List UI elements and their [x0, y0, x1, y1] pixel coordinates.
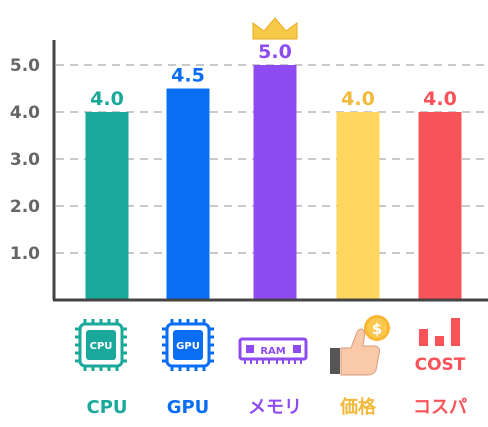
data-label: 4.0 — [90, 88, 124, 110]
y-tick-label: 2.0 — [10, 197, 40, 217]
y-tick-label: 5.0 — [10, 56, 40, 76]
cpu-icon-text: CPU — [90, 341, 113, 352]
data-label: 4.0 — [423, 88, 457, 110]
category-label: GPU — [167, 397, 210, 418]
bar — [418, 112, 462, 300]
gpu-chip-icon: GPU — [162, 319, 214, 371]
category-label: メモリ — [248, 397, 302, 418]
axes — [52, 40, 488, 302]
category-icons: CPU GPU RAM — [75, 315, 466, 376]
data-label: 4.5 — [171, 65, 205, 87]
category-labels: CPU GPU メモリ 価格 コスパ — [86, 396, 467, 418]
gpu-icon-text: GPU — [176, 341, 200, 352]
bars — [85, 65, 462, 300]
data-labels: 4.0 4.5 5.0 4.0 4.0 — [90, 41, 457, 110]
crown-icon — [252, 17, 298, 40]
bar — [85, 112, 129, 300]
y-tick-label: 1.0 — [10, 244, 40, 264]
ram-icon-text: RAM — [260, 346, 285, 357]
data-label: 4.0 — [341, 88, 375, 110]
y-tick-label: 3.0 — [10, 150, 40, 170]
cpu-chip-icon: CPU — [75, 319, 127, 371]
cost-icon-text: COST — [415, 355, 466, 375]
bar — [253, 65, 297, 300]
thumbs-up-coin-icon: $ — [330, 315, 390, 376]
category-label: CPU — [86, 397, 127, 418]
coin-icon-text: $ — [372, 320, 382, 338]
crown-icon-group — [252, 17, 298, 40]
data-label: 5.0 — [258, 41, 292, 63]
category-label: 価格 — [339, 396, 377, 418]
bar — [166, 88, 210, 300]
category-label: コスパ — [413, 397, 467, 418]
cost-bars-icon: COST — [415, 318, 466, 375]
ram-module-icon: RAM — [238, 337, 308, 364]
bar — [336, 112, 380, 300]
y-axis-ticks: 1.0 2.0 3.0 4.0 5.0 — [10, 56, 40, 264]
y-tick-label: 4.0 — [10, 103, 40, 123]
